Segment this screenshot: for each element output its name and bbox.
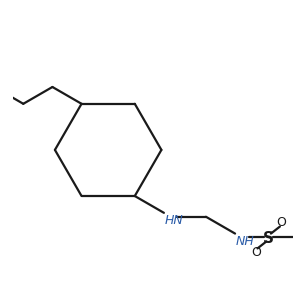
Text: O: O (276, 216, 286, 229)
Text: NH: NH (236, 235, 254, 248)
Text: O: O (251, 246, 261, 260)
Text: HN: HN (165, 214, 184, 227)
Text: S: S (263, 231, 274, 246)
